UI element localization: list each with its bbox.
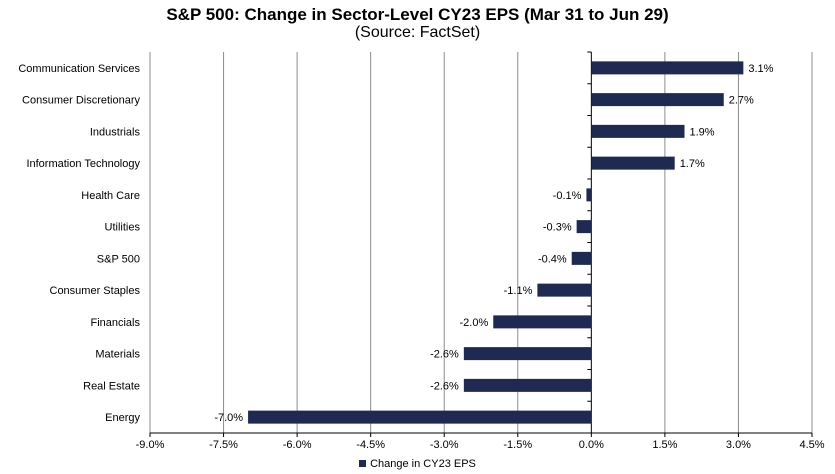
data-label: 3.1% (748, 63, 773, 75)
data-label: -2.6% (430, 380, 459, 392)
bar (537, 283, 592, 297)
bar (576, 220, 592, 234)
chart-legend: Change in CY23 EPS (0, 458, 835, 470)
x-tick-label: -4.5% (356, 439, 385, 451)
bar (248, 410, 592, 424)
data-label: -1.1% (504, 285, 533, 297)
data-label: -7.0% (214, 412, 243, 424)
bar (586, 188, 592, 202)
category-label: Communication Services (18, 63, 140, 75)
chart-title: S&P 500: Change in Sector-Level CY23 EPS… (166, 5, 669, 24)
category-label: Information Technology (26, 158, 140, 170)
x-tick-label: 0.0% (579, 439, 604, 451)
category-label: Utilities (105, 222, 141, 234)
category-label: Real Estate (83, 380, 140, 392)
chart-subtitle: (Source: FactSet) (354, 24, 481, 41)
x-tick-label: -1.5% (503, 439, 532, 451)
data-label: -2.0% (460, 317, 489, 329)
bar (463, 347, 592, 361)
category-label: Industrials (90, 126, 141, 138)
category-label: S&P 500 (97, 253, 140, 265)
x-tick-label: -9.0% (136, 439, 165, 451)
bar (591, 124, 685, 138)
data-label: 1.7% (680, 158, 705, 170)
data-label: -0.3% (543, 222, 572, 234)
x-tick-label: -6.0% (283, 439, 312, 451)
x-tick-label: 3.0% (726, 439, 751, 451)
x-tick-label: -3.0% (430, 439, 459, 451)
bar (493, 315, 592, 329)
bar (591, 156, 675, 170)
bar (591, 61, 744, 75)
bar (463, 378, 592, 392)
x-tick-label: 1.5% (652, 439, 677, 451)
category-label: Consumer Discretionary (22, 95, 140, 107)
legend-label: Change in CY23 EPS (370, 458, 476, 470)
category-label: Health Care (81, 190, 140, 202)
data-label: -0.1% (553, 190, 582, 202)
x-tick-label: -7.5% (209, 439, 238, 451)
category-label: Materials (95, 349, 140, 361)
category-label: Energy (105, 412, 140, 424)
category-label: Consumer Staples (50, 285, 141, 297)
category-label: Financials (90, 317, 140, 329)
data-label: 2.7% (729, 95, 754, 107)
data-label: -0.4% (538, 253, 567, 265)
data-label: 1.9% (690, 126, 715, 138)
bar (571, 251, 592, 265)
bar (591, 93, 724, 107)
data-label: -2.6% (430, 349, 459, 361)
x-tick-label: 4.5% (799, 439, 824, 451)
legend-swatch (359, 459, 367, 467)
